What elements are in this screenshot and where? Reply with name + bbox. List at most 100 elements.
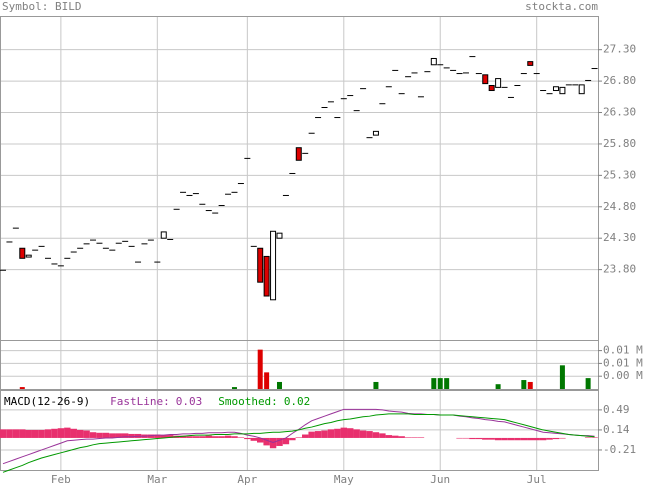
candle — [160, 231, 167, 239]
histogram-bar — [417, 437, 425, 438]
y-tick-label: 0.14 — [603, 423, 630, 436]
histogram-bar — [186, 436, 193, 438]
histogram-bar — [179, 435, 187, 438]
histogram-bar — [211, 436, 219, 438]
symbol-label: Symbol: BILD — [2, 0, 81, 13]
histogram-bar — [121, 433, 129, 438]
histogram-bar — [334, 428, 341, 438]
histogram-bar — [276, 437, 283, 446]
histogram-bar — [25, 429, 32, 438]
candle — [578, 84, 585, 95]
histogram-bar — [128, 433, 135, 438]
histogram-bar — [83, 430, 90, 438]
volume-bar — [559, 365, 565, 389]
legend-title: MACD(12-26-9) — [4, 395, 90, 408]
histogram-bar — [70, 428, 77, 438]
candle — [257, 247, 264, 283]
histogram-bar — [546, 437, 553, 440]
y-tick-label: 26.80 — [603, 74, 636, 87]
histogram-bar — [398, 436, 405, 438]
y-tick-label: 0.49 — [603, 403, 630, 416]
volume-bar — [231, 387, 237, 389]
volume-bar — [431, 378, 437, 389]
histogram-bar — [514, 437, 521, 441]
candle — [495, 78, 502, 88]
histogram-bar — [507, 437, 515, 441]
histogram-bar — [321, 430, 328, 438]
candle — [430, 57, 437, 66]
histogram-bar — [501, 437, 508, 441]
histogram-bar — [314, 431, 322, 438]
histogram-bar — [192, 436, 200, 438]
candle — [482, 74, 489, 85]
histogram-bar — [154, 434, 161, 438]
candle — [559, 86, 566, 95]
volume-bar — [437, 378, 443, 389]
volume-bar — [495, 384, 501, 389]
candle — [552, 86, 559, 92]
histogram-bar — [482, 437, 489, 440]
histogram-bar — [392, 435, 399, 438]
histogram-bar — [282, 437, 290, 445]
histogram-bar — [76, 429, 84, 438]
histogram-bar — [411, 437, 418, 438]
y-tick-label: 26.30 — [603, 106, 636, 119]
x-tick-label: Mar — [147, 473, 167, 486]
y-tick-label: 25.30 — [603, 168, 636, 181]
histogram-bar — [353, 429, 360, 438]
histogram-bar — [462, 437, 470, 439]
histogram-bar — [19, 429, 26, 438]
volume-bar — [585, 378, 591, 389]
histogram-bar — [494, 437, 502, 441]
histogram-bar — [31, 429, 39, 438]
histogram-bar — [488, 437, 495, 440]
x-tick-label: Feb — [51, 473, 71, 486]
histogram-bar — [166, 435, 174, 438]
histogram-bar — [231, 436, 238, 438]
volume-bar — [373, 381, 379, 389]
histogram-bar — [559, 437, 566, 439]
histogram-bar — [379, 433, 386, 438]
histogram-bar — [64, 427, 71, 438]
candle — [19, 247, 26, 259]
volume-bar — [264, 372, 270, 389]
histogram-bar — [539, 437, 547, 441]
y-tick-label: 24.30 — [603, 231, 636, 244]
volume-frame — [0, 340, 599, 390]
x-tick-label: Apr — [237, 473, 257, 486]
y-tick-label: 0.01 M — [603, 344, 643, 357]
histogram-bar — [89, 432, 97, 438]
y-tick-label: 0.01 M — [603, 356, 643, 369]
volume-bar — [527, 381, 533, 389]
legend-value: 0.02 — [284, 395, 311, 408]
y-tick-label: 27.30 — [603, 43, 636, 56]
histogram-bar — [263, 437, 270, 446]
histogram-bar — [289, 437, 296, 441]
histogram-bar — [456, 437, 463, 439]
histogram-bar — [109, 433, 116, 438]
histogram-bar — [160, 435, 167, 438]
histogram-bar — [51, 428, 58, 438]
volume-bar — [521, 380, 527, 389]
volume-bar — [444, 378, 450, 389]
histogram-bar — [115, 433, 122, 438]
histogram-bar — [237, 437, 245, 438]
histogram-bar — [591, 437, 598, 438]
histogram-bar — [520, 437, 528, 441]
histogram-bar — [57, 428, 65, 438]
y-tick-label: 25.80 — [603, 137, 636, 150]
volume-bar — [276, 381, 282, 389]
site-label: stockta.com — [525, 0, 598, 13]
legend-entry: FastLine: — [110, 395, 170, 408]
candle — [263, 255, 270, 297]
candle — [295, 147, 302, 161]
histogram-bar — [199, 436, 206, 438]
x-tick-label: Jun — [430, 473, 450, 486]
histogram-bar — [257, 437, 264, 443]
macd-line — [2, 408, 595, 465]
histogram-bar — [359, 430, 367, 438]
histogram-bar — [372, 432, 380, 438]
histogram-bar — [302, 434, 309, 438]
y-tick-label: 23.80 — [603, 263, 636, 276]
